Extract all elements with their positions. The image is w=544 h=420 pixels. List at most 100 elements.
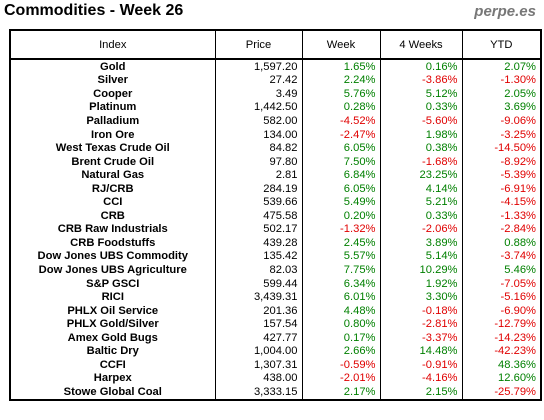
table-row: Platinum 1,442.50 0.28% 0.33% 3.69% [10,100,541,115]
cell-index: Baltic Dry [86,345,139,358]
cell-week: 2.45% [301,236,380,250]
column-header-ytd: YTD [461,30,541,60]
cell-price: 1,597.20 [214,59,302,74]
cell-four-weeks: 5.14% [379,249,462,264]
table-row: Iron Ore 134.00 -2.47% 1.98% -3.25% [10,127,541,142]
cell-price: 2.81 [214,168,302,182]
cell-price: 84.82 [214,141,302,155]
cell-index: West Texas Crude Oil [55,142,170,155]
cell-four-weeks: -3.37% [379,330,462,345]
brand-watermark: perpe.es [474,3,536,20]
table-row: Dow Jones UBS Agriculture 82.03 7.75% 10.29… [10,263,541,277]
cell-price: 502.17 [214,222,302,237]
cell-week: 6.01% [301,290,380,304]
cell-four-weeks: 0.33% [379,209,462,223]
cell-ytd: 12.60% [461,371,541,386]
cell-four-weeks: -4.16% [379,371,462,386]
column-header-price: Price [214,30,302,60]
cell-week: 1.65% [301,59,380,74]
cell-price: 3,333.15 [214,385,302,400]
cell-price: 582.00 [214,114,302,128]
cell-week: -2.01% [301,371,380,386]
cell-week: 0.80% [301,317,380,331]
cell-week: -1.32% [301,222,380,237]
cell-price: 475.58 [214,209,302,223]
table-row: West Texas Crude Oil 84.82 6.05% 0.38% -14.5… [10,141,541,155]
cell-week: 2.24% [301,73,380,88]
cell-price: 539.66 [214,195,302,210]
cell-week: 6.34% [301,276,380,291]
table-row: CRB Raw Industrials 502.17 -1.32% -2.06% -2.… [10,222,541,237]
cell-index: CRB Raw Industrials [57,223,168,236]
cell-index: CCI [103,196,123,209]
cell-four-weeks: 5.12% [379,87,462,101]
cell-ytd: 3.69% [461,100,541,115]
cell-price: 27.42 [214,73,302,88]
cell-four-weeks: 23.25% [379,168,462,182]
commodities-table: Index Price Week 4 Weeks YTD Gold 1,597.2… [9,29,542,401]
cell-price: 3.49 [214,87,302,101]
cell-ytd: -2.84% [461,222,541,237]
table-row: Silver 27.42 2.24% -3.86% -1.30% [10,73,541,88]
cell-index: CCFI [99,358,126,371]
cell-price: 82.03 [214,263,302,277]
cell-ytd: -1.30% [461,73,541,88]
cell-week: 5.76% [301,87,380,101]
cell-index: CRB Foodstuffs [70,236,156,249]
table-row: PHLX Gold/Silver 157.54 0.80% -2.81% -12.79% [10,317,541,331]
cell-index: Amex Gold Bugs [67,331,158,344]
cell-price: 427.77 [214,330,302,345]
cell-four-weeks: 3.30% [379,290,462,304]
cell-week: -0.59% [301,358,380,372]
table-row: Amex Gold Bugs 427.77 0.17% -3.37% -14.23% [10,330,541,345]
cell-ytd: 2.05% [461,87,541,101]
table-row: RICI 3,439.31 6.01% 3.30% -5.16% [10,290,541,304]
cell-four-weeks: 0.16% [379,59,462,74]
cell-week: 0.20% [301,209,380,223]
table-row: Stowe Global Coal 3,333.15 2.17% 2.15% -25.7… [10,385,541,400]
cell-four-weeks: 4.14% [379,181,462,196]
cell-ytd: -7.05% [461,276,541,291]
table-header: Index Price Week 4 Weeks YTD [10,30,541,60]
cell-index: PHLX Gold/Silver [66,318,159,331]
table-body: Gold 1,597.20 1.65% 0.16% 2.07% Silver 27.42 2.… [10,59,541,400]
cell-week: 5.49% [301,195,380,210]
cell-price: 439.28 [214,236,302,250]
column-header-four-weeks: 4 Weeks [379,30,462,60]
table-row: PHLX Oil Service 201.36 4.48% -0.18% -6.90% [10,303,541,318]
cell-price: 284.19 [214,181,302,196]
table-row: Brent Crude Oil 97.80 7.50% -1.68% -8.92% [10,154,541,169]
table-row: RJ/CRB 284.19 6.05% 4.14% -6.91% [10,181,541,196]
cell-ytd: -1.33% [461,209,541,223]
table-row: Gold 1,597.20 1.65% 0.16% 2.07% [10,59,541,74]
cell-week: 6.05% [301,181,380,196]
cell-index: PHLX Oil Service [67,304,159,317]
cell-ytd: -42.23% [461,344,541,359]
cell-four-weeks: 5.21% [379,195,462,210]
cell-ytd: 0.88% [461,236,541,250]
cell-week: 7.75% [301,263,380,277]
cell-four-weeks: 14.48% [379,344,462,359]
cell-ytd: -12.79% [461,317,541,331]
cell-ytd: -8.92% [461,154,541,169]
cell-index: Silver [97,74,128,87]
cell-price: 1,307.31 [214,358,302,372]
cell-four-weeks: -2.06% [379,222,462,237]
cell-index: RJ/CRB [91,182,134,195]
page-title: Commodities - Week 26 [4,2,184,19]
cell-four-weeks: 0.38% [379,141,462,155]
cell-ytd: -6.91% [461,181,541,196]
cell-index: Palladium [86,114,140,127]
cell-price: 134.00 [214,127,302,142]
table-row: Dow Jones UBS Commodity 135.42 5.57% 5.14% -… [10,249,541,264]
cell-index: S&P GSCI [86,277,140,290]
cell-index: Platinum [89,101,137,114]
table-row: Baltic Dry 1,004.00 2.66% 14.48% -42.23% [10,344,541,359]
cell-week: 4.48% [301,303,380,318]
cell-four-weeks: -0.91% [379,358,462,372]
cell-price: 157.54 [214,317,302,331]
cell-four-weeks: 1.98% [379,127,462,142]
cell-four-weeks: 0.33% [379,100,462,115]
cell-index: Harpex [93,372,132,385]
cell-index: Natural Gas [81,169,145,182]
